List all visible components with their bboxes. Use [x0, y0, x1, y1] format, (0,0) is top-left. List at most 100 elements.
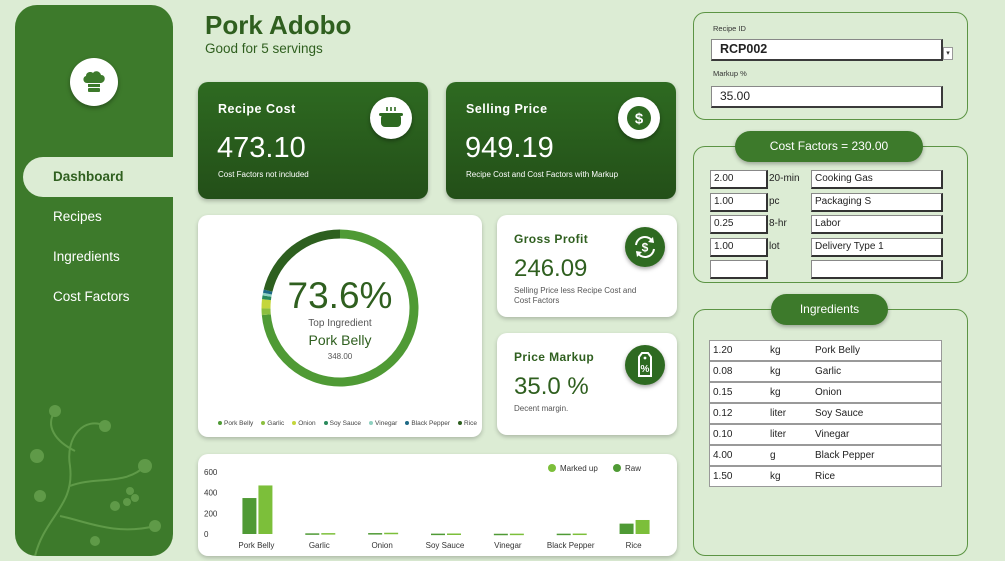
ingredient-qty: 1.50 [713, 471, 733, 482]
legend-swatch [369, 421, 374, 426]
bar [305, 533, 320, 535]
legend-label: Rice [464, 420, 478, 427]
sidebar-nav: Dashboard Recipes Ingredients Cost Facto… [15, 157, 173, 317]
cost-factor-unit: lot [769, 240, 780, 252]
ingredient-qty: 1.20 [713, 345, 733, 356]
ingredient-cost-bar-chart: 600 400 200 0 Pork Belly Garlic Onion Soy Sauce… [204, 464, 650, 550]
ingredients-title: Ingredients [771, 294, 888, 325]
cost-factor-qty-field[interactable]: 0.25 [710, 215, 768, 234]
legend-item: Garlic [261, 420, 284, 427]
cost-factor-qty-field[interactable] [710, 260, 768, 279]
cost-factor-name-field[interactable]: Delivery Type 1 [811, 237, 943, 257]
ingredient-unit: liter [770, 429, 787, 440]
chef-hat-icon [83, 71, 105, 92]
donut-ingredient-name: Pork Belly [308, 332, 372, 348]
gross-profit-value: 246.09 [514, 255, 588, 282]
ingredient-row: 1.20 kg Pork Belly [709, 340, 942, 361]
x-tick-label: Pork Belly [238, 541, 274, 550]
donut-legend: Pork Belly Garlic Onion Soy Sauce Vinegar Bla… [218, 420, 477, 427]
x-tick-label: Rice [626, 541, 643, 550]
bar [242, 498, 257, 534]
bar-legend-swatch [548, 464, 556, 472]
x-tick-label: Onion [371, 541, 392, 550]
bar [431, 533, 445, 536]
bar-legend-label: Marked up [560, 464, 598, 473]
donut-slice [263, 229, 341, 292]
sidebar-item-recipes[interactable]: Recipes [53, 209, 102, 224]
y-tick-label: 400 [204, 489, 218, 498]
cost-factor-qty-field[interactable]: 2.00 [710, 170, 768, 189]
bar [447, 533, 461, 535]
cost-factor-name-field[interactable]: Labor [811, 215, 943, 234]
exchange-dollar-icon: $ [635, 236, 655, 258]
cost-factor-unit: pc [769, 195, 780, 207]
ingredient-name: Soy Sauce [815, 408, 864, 419]
donut-slice [262, 289, 273, 295]
recipe-id-field[interactable]: RCP002 [711, 39, 943, 61]
gross-profit-note: Selling Price less Recipe Cost and Cost … [514, 286, 637, 305]
price-markup-icon-wrap: % [625, 345, 665, 385]
donut-percent: 73.6% [287, 275, 393, 316]
markup-field[interactable]: 35.00 [711, 86, 943, 108]
legend-item: Black Pepper [405, 420, 450, 427]
bar [635, 519, 650, 534]
donut-slice [261, 229, 419, 387]
bar [368, 533, 383, 535]
cost-factor-unit: 8-hr [769, 218, 787, 229]
vine-decoration [30, 405, 161, 556]
ingredient-name: Garlic [815, 366, 842, 377]
cost-factor-qty-field[interactable]: 1.00 [710, 192, 768, 212]
legend-swatch [261, 421, 266, 426]
price-markup-label: Price Markup [514, 350, 595, 364]
ingredient-name: Vinegar [815, 429, 850, 440]
ingredient-qty: 0.08 [713, 366, 733, 377]
ingredient-cost-bar-card: 600 400 200 0 Pork Belly Garlic Onion Soy Sauce… [198, 454, 677, 556]
ingredient-row: 0.12 liter Soy Sauce [709, 403, 942, 424]
ingredient-row: 0.15 kg Onion [709, 382, 942, 403]
page-subtitle: Good for 5 servings [205, 41, 323, 56]
page-title: Pork Adobo [205, 10, 352, 40]
recipe-cost-icon-wrap [370, 97, 412, 139]
legend-swatch [458, 421, 463, 426]
legend-label: Black Pepper [411, 420, 451, 427]
ingredient-row: 1.50 kg Rice [709, 466, 942, 487]
logo [70, 58, 118, 106]
x-tick-label: Soy Sauce [426, 541, 465, 550]
recipe-id-dropdown-button[interactable]: ▾ [943, 47, 953, 60]
cost-factor-name-field[interactable]: Cooking Gas [811, 170, 943, 189]
ingredient-qty: 0.12 [713, 408, 733, 419]
recipe-cost-note: Cost Factors not included [218, 170, 309, 179]
x-tick-label: Vinegar [494, 541, 522, 550]
sidebar-item-cost-factors[interactable]: Cost Factors [53, 289, 130, 304]
ingredient-unit: kg [770, 345, 781, 356]
cost-factor-qty-field[interactable]: 1.00 [710, 237, 768, 257]
cost-factor-name-field[interactable] [811, 260, 943, 279]
recipe-cost-label: Recipe Cost [218, 102, 296, 116]
sidebar-item-ingredients[interactable]: Ingredients [53, 249, 120, 264]
gross-profit-card: Gross Profit 246.09 Selling Price less R… [497, 215, 677, 317]
sidebar-item-dashboard[interactable]: Dashboard [23, 157, 173, 197]
bar [493, 533, 508, 536]
ingredient-name: Black Pepper [815, 450, 875, 461]
x-tick-label: Garlic [309, 541, 330, 550]
legend-label: Onion [298, 420, 316, 427]
gross-profit-label: Gross Profit [514, 232, 589, 246]
selling-price-icon-wrap: $ [618, 97, 660, 139]
cost-factor-name-field[interactable]: Packaging S [811, 192, 943, 212]
y-tick-label: 600 [204, 468, 218, 477]
bar [321, 533, 336, 535]
ingredient-name: Pork Belly [815, 345, 861, 356]
ingredient-unit: g [770, 450, 776, 461]
legend-label: Vinegar [375, 420, 398, 427]
ingredient-name: Onion [815, 387, 842, 398]
ingredient-row: 0.10 liter Vinegar [709, 424, 942, 445]
y-tick-label: 200 [204, 509, 218, 518]
x-tick-label: Black Pepper [547, 541, 595, 550]
legend-swatch [323, 421, 328, 426]
sidebar: Dashboard Recipes Ingredients Cost Facto… [15, 5, 173, 556]
bar-legend-swatch [613, 464, 621, 472]
recipe-selection-panel: Recipe ID RCP002 ▾ Markup % 35.00 [693, 12, 968, 120]
legend-swatch [405, 421, 410, 426]
ingredient-unit: kg [770, 366, 781, 377]
ingredient-name: Rice [815, 471, 836, 482]
